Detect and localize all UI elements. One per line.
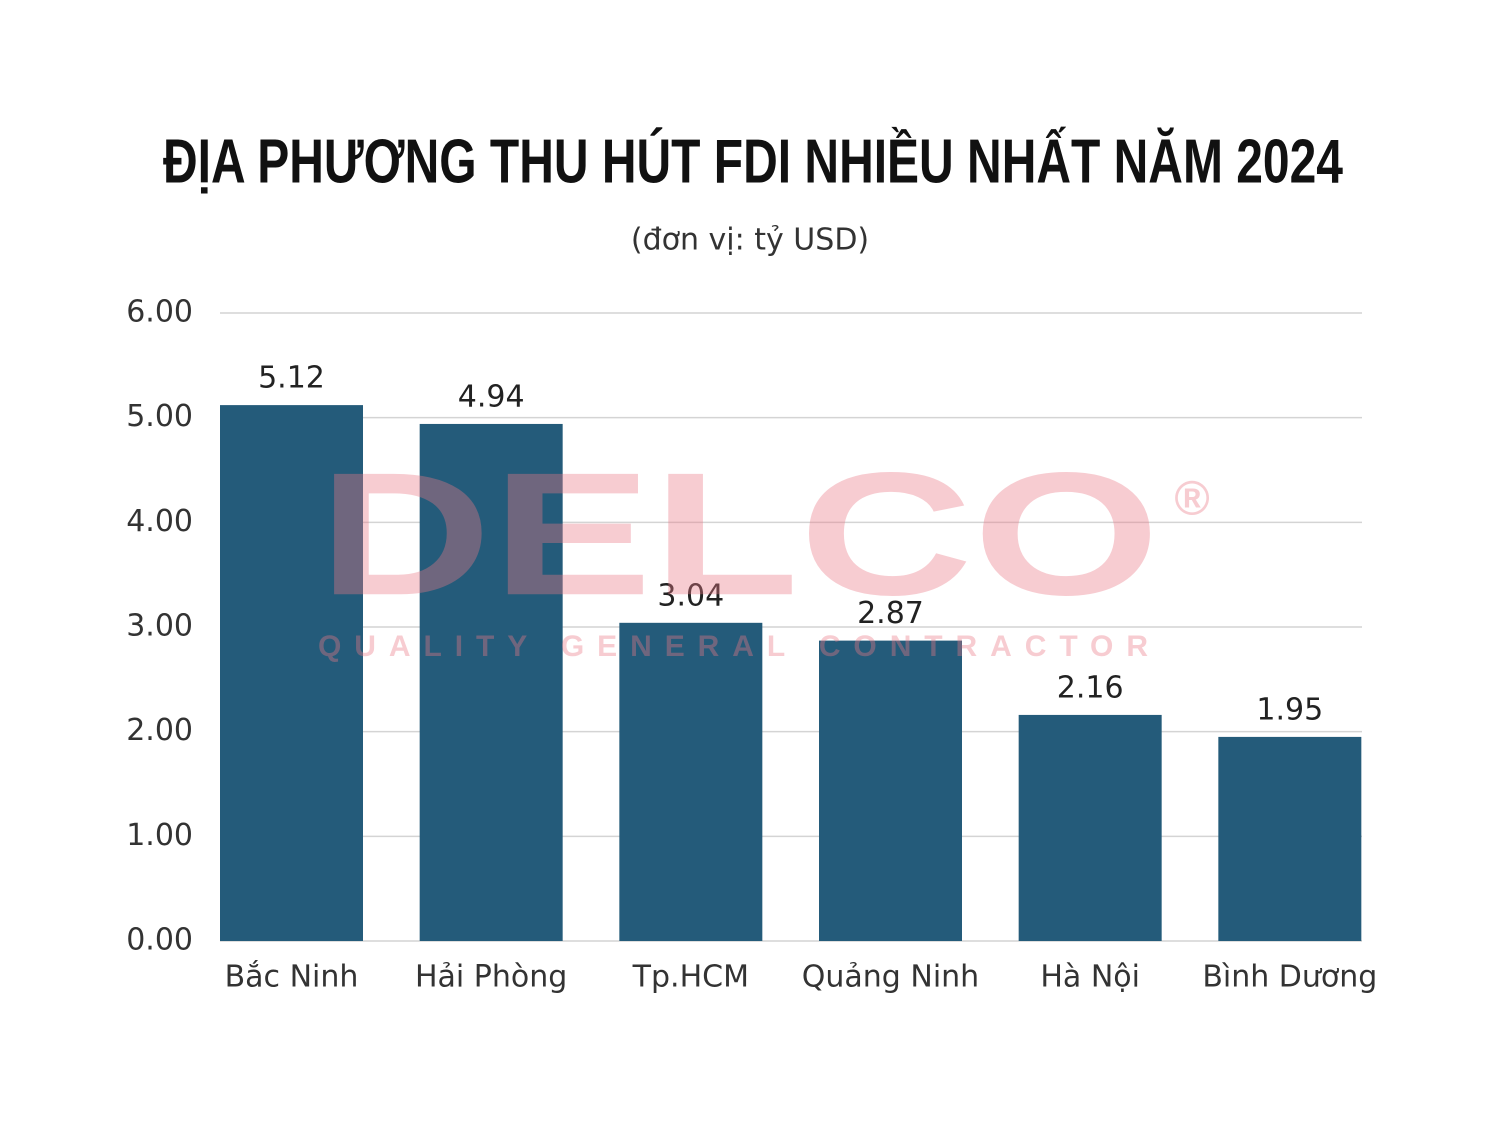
bar xyxy=(1218,736,1362,941)
bar xyxy=(619,622,763,941)
y-tick-label: 2.00 xyxy=(126,713,193,748)
y-tick-label: 0.00 xyxy=(126,923,193,958)
bar xyxy=(419,423,563,941)
value-label: 3.04 xyxy=(657,578,724,613)
bar xyxy=(1018,714,1162,941)
watermark-logo: DELCO xyxy=(318,437,1160,632)
x-tick-label: Hà Nội xyxy=(1040,960,1140,995)
x-tick-label: Bắc Ninh xyxy=(225,960,359,995)
y-tick-label: 5.00 xyxy=(126,399,193,434)
x-tick-label: Bình Dương xyxy=(1202,960,1377,995)
y-tick-label: 1.00 xyxy=(126,818,193,853)
x-tick-label: Hải Phòng xyxy=(415,960,567,995)
watermark-mark: ® xyxy=(1174,473,1209,526)
value-label: 5.12 xyxy=(258,361,325,396)
bar xyxy=(819,640,962,941)
value-label: 4.94 xyxy=(458,379,525,414)
value-label: 2.87 xyxy=(857,596,924,631)
value-label: 2.16 xyxy=(1057,670,1124,705)
chart-title: ĐỊA PHƯƠNG THU HÚT FDI NHIỀU NHẤT NĂM 20… xyxy=(163,127,1343,196)
bar xyxy=(220,405,363,941)
x-tick-label: Quảng Ninh xyxy=(802,960,979,995)
y-tick-label: 4.00 xyxy=(126,504,193,539)
y-tick-label: 3.00 xyxy=(126,609,193,644)
chart-subtitle: (đơn vị: tỷ USD) xyxy=(631,223,869,258)
value-label: 1.95 xyxy=(1256,692,1323,727)
x-tick-label: Tp.HCM xyxy=(632,960,749,995)
y-tick-label: 6.00 xyxy=(126,295,193,330)
watermark-tagline: QUALITY GENERAL CONTRACTOR xyxy=(318,630,1148,663)
